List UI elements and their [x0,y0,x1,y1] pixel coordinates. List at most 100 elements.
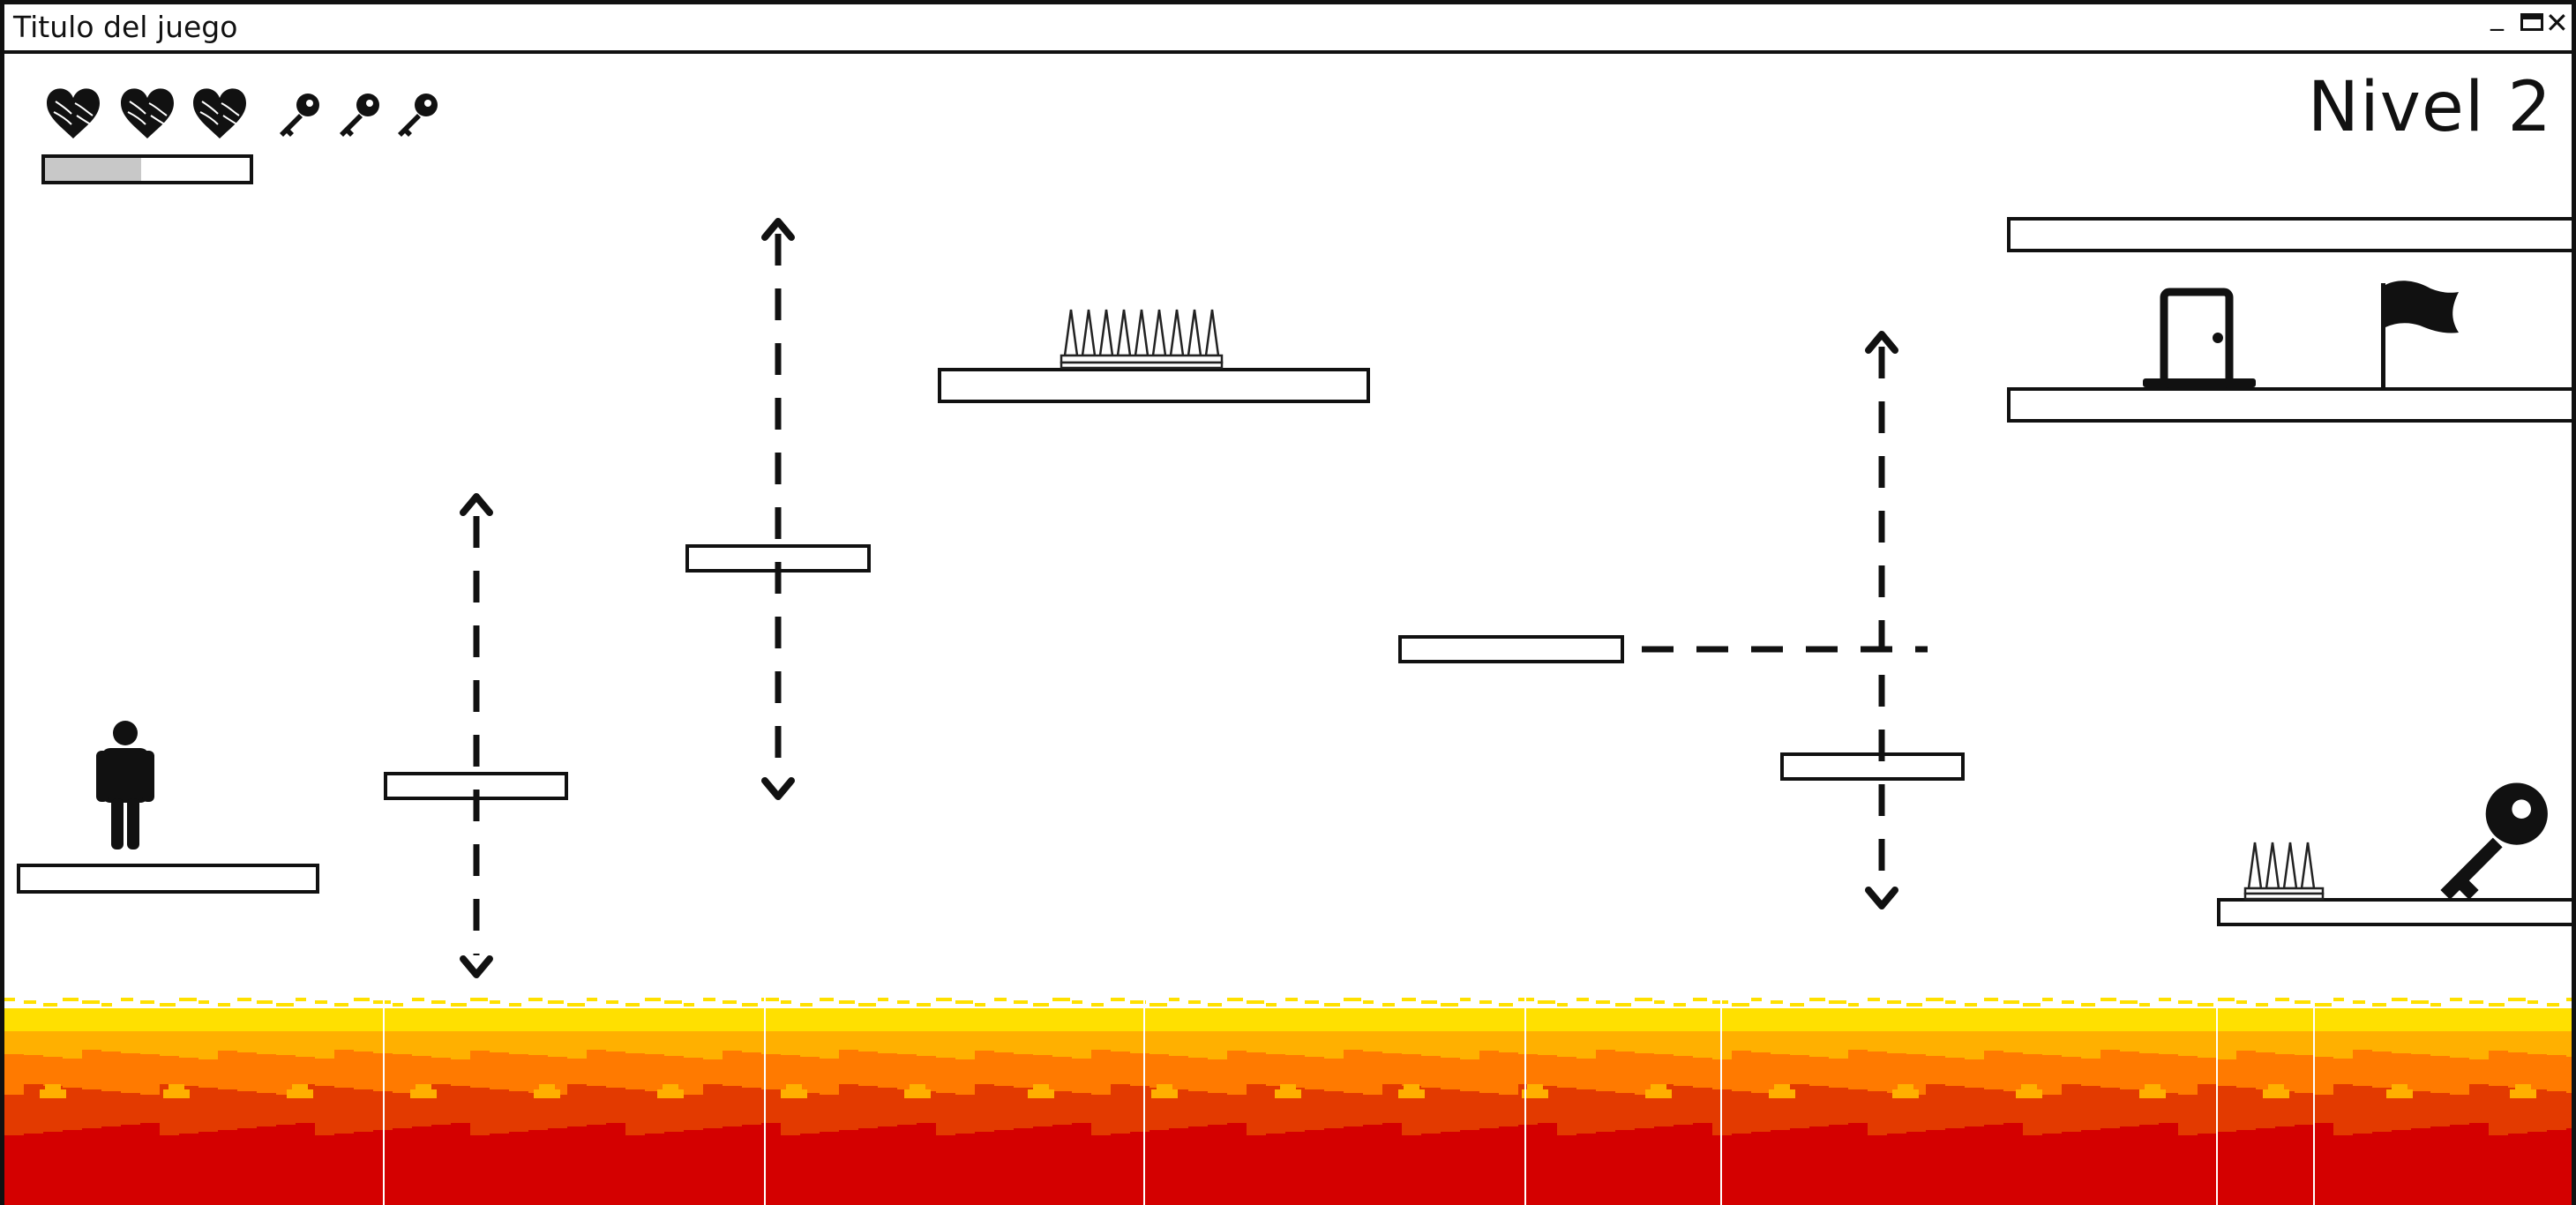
lava-sparkle [1693,998,1707,1001]
lava-wave [1052,1091,1072,1095]
lava-sparkle [1906,1003,1922,1007]
lava-sparkle [2508,998,2526,1001]
lava-bubble [40,1089,66,1098]
key-icon[interactable] [2440,782,2548,900]
game-canvas[interactable] [4,4,2572,1205]
lava-wave [1169,1056,1188,1059]
lava-wave [1208,1093,1227,1095]
lava-wave [1693,1088,1712,1095]
lava-bubble [786,1084,802,1089]
lava-sparkle [994,998,1007,1001]
lava-wave [2527,1132,2547,1135]
lava-wave [2547,1091,2566,1095]
minimize-button[interactable]: _ [2490,1,2504,32]
lava-wave [2100,1050,2120,1059]
lava-sparkle [296,998,306,1001]
lava-wave [567,1084,587,1095]
lava-wave [2062,1132,2081,1135]
lava-sparkle [2217,998,2235,1001]
lava-wave [800,1134,820,1135]
lava-wave [160,1056,179,1059]
lava-wave [994,1086,1014,1095]
lava-wave [820,1132,839,1135]
lava-wave [101,1052,121,1059]
lava-wave [1906,1054,1926,1059]
lava-wave [858,1128,878,1135]
lava-sparkle [101,1003,112,1007]
lava-wave [63,1130,82,1135]
lava-wave [1965,1088,1984,1095]
lava-sparkle [1654,1000,1665,1004]
title-bar[interactable]: Titulo del juego _ ✕ [4,4,2572,54]
lava-wave [1751,1132,1771,1135]
lava-sparkle [198,1000,209,1004]
lava-sparkle [334,1003,348,1007]
lava-wave [2295,1055,2314,1059]
lava-wave [2081,1086,2100,1095]
close-button[interactable]: ✕ [2545,6,2569,40]
lava-wave [2062,1084,2081,1095]
lava-wave [2566,1128,2572,1135]
lava-wave [1693,1123,1712,1135]
lava-sparkle [63,998,79,1001]
lava-wave [490,1052,509,1059]
arrow-up-icon [1865,331,1898,354]
lava-wave [198,1088,218,1095]
lava-bubble [1398,1089,1425,1098]
lava-sparkle [2178,1000,2192,1004]
lava-sparkle [1169,998,1179,1001]
lava-wave [2159,1093,2178,1095]
lava-bubble [2016,1089,2042,1098]
lava-wave [1771,1130,1790,1135]
lava-wave [994,1130,1014,1135]
window-title: Titulo del juego [13,10,238,44]
lava-wave [548,1128,567,1135]
lava-sparkle [1790,1003,1804,1007]
progress-fill [45,158,141,181]
lava-wave [2198,1058,2217,1059]
lava-wave [509,1132,528,1135]
maximize-button[interactable] [2520,13,2543,31]
lava-wave [1344,1050,1363,1059]
lava-wave [548,1057,567,1059]
lava-wave [2489,1051,2508,1059]
lava-wave [936,1058,955,1059]
lava-wave [1033,1126,1052,1135]
lava-wave [2217,1086,2236,1095]
person-icon [96,721,154,849]
lava-bubble [904,1089,931,1098]
lava-wave [2120,1052,2139,1059]
lava-sparkle [179,998,197,1001]
lava-bubble [534,1089,560,1098]
lava-wave [2566,1057,2572,1059]
lava-wave [1382,1053,1402,1059]
lava-wave [101,1126,121,1135]
lava-sparkle [761,998,779,1001]
lava-bubble [2268,1084,2284,1089]
lava-bubble [1157,1084,1172,1089]
lava-wave [2100,1088,2120,1095]
lava-wave [2547,1130,2566,1135]
lava-wave [2411,1128,2430,1135]
lava-sparkle [2062,1000,2074,1004]
lava-wave [1499,1052,1518,1059]
lava-wave [1848,1050,1868,1059]
lava-sparkle [509,1003,521,1007]
lava-sparkle [2081,1003,2095,1007]
moving-platform [1780,752,1965,781]
lava-wave [2042,1055,2062,1059]
lava-wave [1809,1126,1829,1135]
lava-wave [451,1086,470,1095]
lava-sparkle [2372,1003,2386,1007]
lava-sparkle [2411,1000,2429,1004]
lava-sparkle [1285,998,1298,1001]
lava-wave [2042,1134,2062,1135]
lava-wave [1305,1057,1324,1059]
lava-sparkle [2042,998,2053,1001]
lava-bubble [1892,1089,1919,1098]
lava-sparkle [1382,1003,1395,1007]
lava-sparkle [1052,998,1070,1001]
lava-wave [1809,1086,1829,1095]
lava-wave [1906,1132,1926,1135]
progress-bar [41,154,253,184]
